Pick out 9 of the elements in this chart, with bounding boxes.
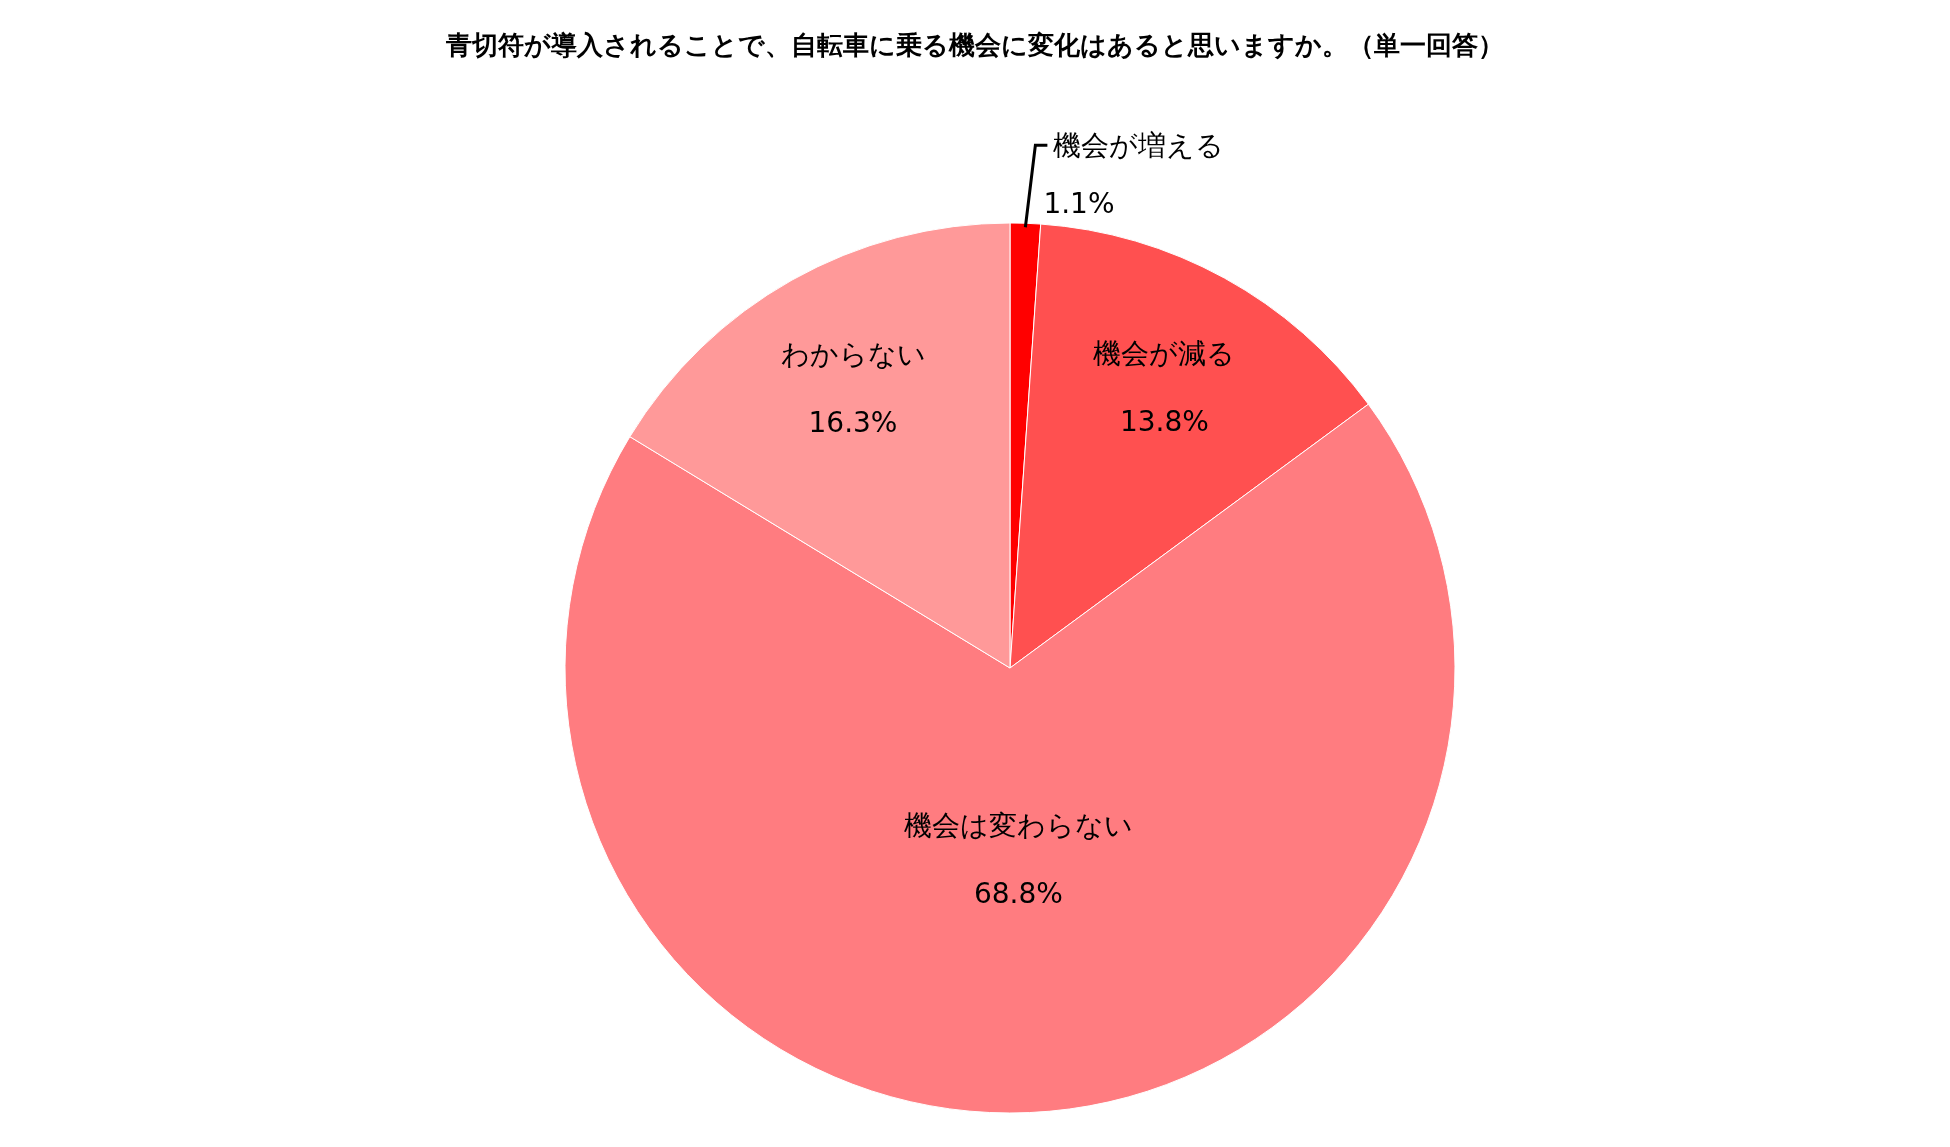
- slice-label: 機会は変わらない: [903, 808, 1133, 842]
- slice-label: 機会が増える: [1053, 128, 1225, 162]
- data-label: 1.1%: [1043, 186, 1115, 220]
- data-label: 68.8%: [973, 876, 1063, 910]
- data-label: 13.8%: [1119, 404, 1209, 438]
- data-label: 16.3%: [808, 406, 898, 440]
- chart-title: 青切符が導入されることで、自転車に乗る機会に変化はあると思いますか。（単一回答）: [445, 29, 1505, 62]
- slice-label: わからない: [780, 338, 926, 372]
- slice-label: 機会が減る: [1093, 336, 1236, 370]
